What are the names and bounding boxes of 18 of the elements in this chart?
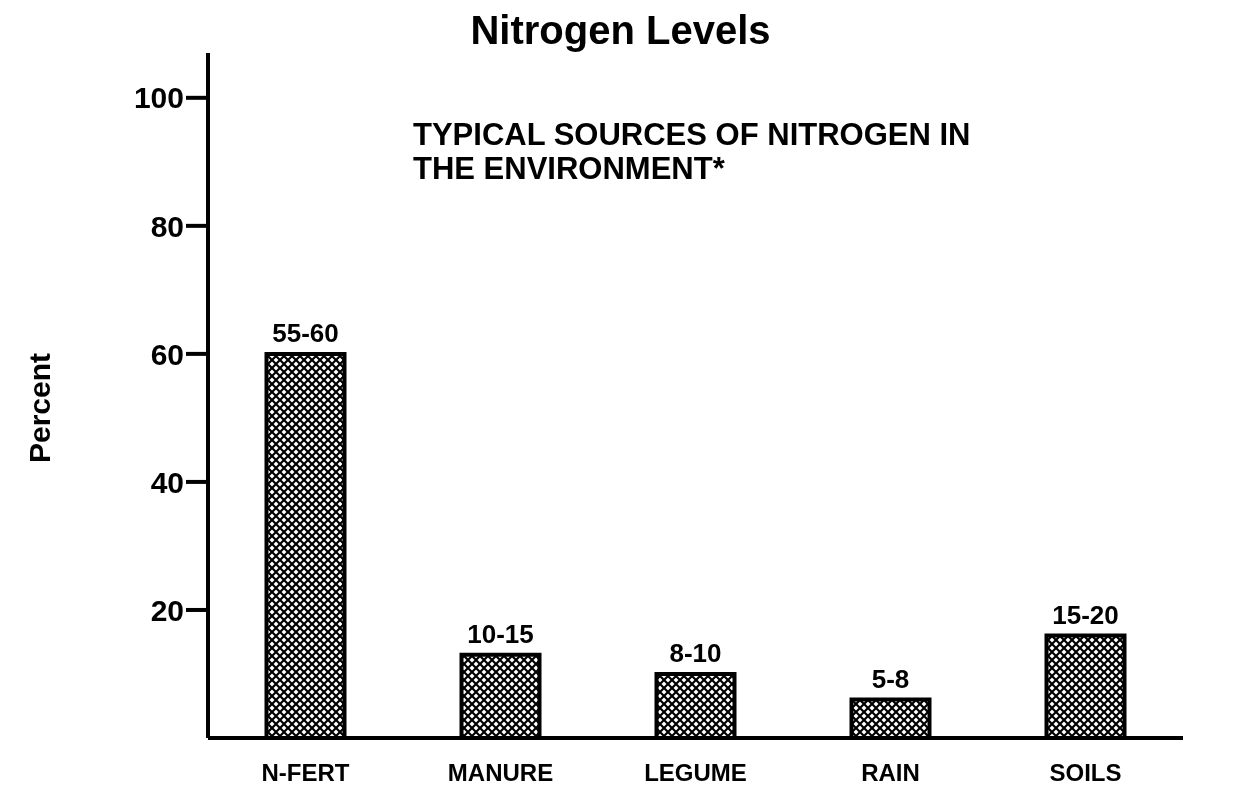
- x-tick-label: N-FERT: [261, 759, 350, 787]
- y-tick-label: 40: [150, 465, 184, 499]
- y-tick-label: 100: [133, 81, 184, 115]
- x-tick-label: LEGUME: [644, 759, 747, 787]
- data-label: 10-15: [467, 618, 534, 649]
- y-tick-label: 80: [150, 209, 184, 243]
- data-label: 55-60: [272, 317, 339, 348]
- chart-title: Nitrogen Levels: [469, 8, 772, 53]
- y-tick-label: 60: [150, 337, 184, 371]
- y-axis-title: Percent: [23, 352, 57, 464]
- y-tick-label: 20: [150, 593, 184, 627]
- data-label: 8-10: [669, 637, 722, 668]
- x-tick-label: SOILS: [1049, 759, 1122, 787]
- x-tick-label: MANURE: [447, 759, 554, 787]
- x-tick-label: RAIN: [861, 759, 920, 787]
- data-label: 5-8: [871, 663, 910, 694]
- annotation: TYPICAL SOURCES OF NITROGEN IN THE ENVIRONMENT*: [413, 117, 972, 186]
- data-label: 15-20: [1052, 599, 1119, 630]
